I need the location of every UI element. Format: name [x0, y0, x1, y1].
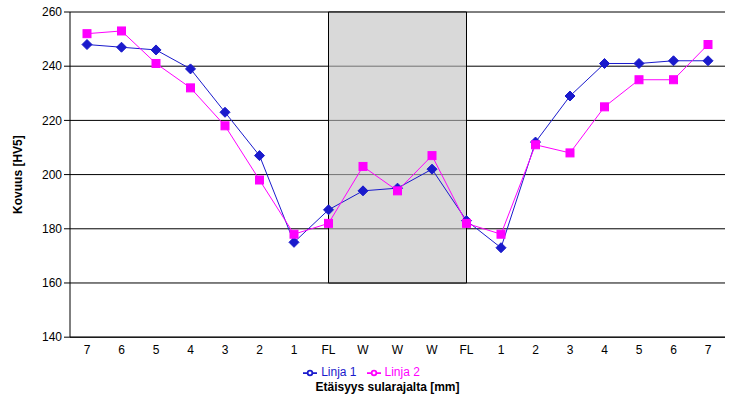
svg-text:Kovuus [HV5]: Kovuus [HV5]: [11, 135, 25, 214]
svg-text:3: 3: [567, 343, 574, 357]
svg-text:160: 160: [42, 276, 62, 290]
svg-text:240: 240: [42, 59, 62, 73]
svg-text:2: 2: [256, 343, 263, 357]
svg-text:W: W: [426, 343, 438, 357]
svg-text:200: 200: [42, 168, 62, 182]
svg-text:FL: FL: [321, 343, 335, 357]
svg-text:W: W: [392, 343, 404, 357]
html-text:Etäisyys sularajalta [mm]: Etäisyys sularajalta [mm]: [315, 380, 460, 394]
svg-text:3: 3: [222, 343, 229, 357]
svg-text:4: 4: [601, 343, 608, 357]
svg-text:6: 6: [670, 343, 677, 357]
svg-text:4: 4: [187, 343, 194, 357]
html-text:Linja 1: Linja 1: [321, 365, 357, 380]
svg-text:1: 1: [291, 343, 298, 357]
svg-text:140: 140: [42, 330, 62, 344]
svg-text:6: 6: [118, 343, 125, 357]
svg-text:7: 7: [84, 343, 91, 357]
svg-text:1: 1: [498, 343, 505, 357]
html-text:Linja 2: Linja 2: [384, 365, 420, 380]
svg-text:180: 180: [42, 222, 62, 236]
svg-text:220: 220: [42, 114, 62, 128]
svg-text:5: 5: [636, 343, 643, 357]
svg-text:5: 5: [153, 343, 160, 357]
svg-text:W: W: [357, 343, 369, 357]
svg-text:7: 7: [705, 343, 712, 357]
svg-text:FL: FL: [459, 343, 473, 357]
svg-text:260: 260: [42, 5, 62, 19]
svg-text:2: 2: [532, 343, 539, 357]
